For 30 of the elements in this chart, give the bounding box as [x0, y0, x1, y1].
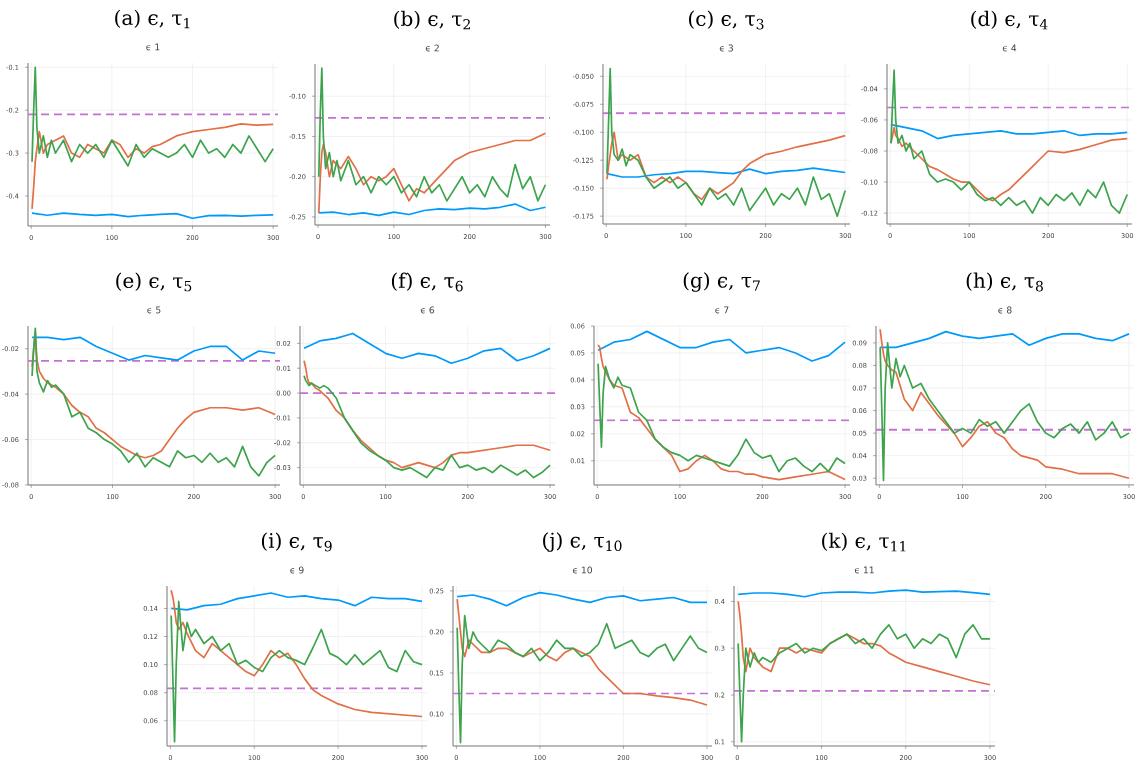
chart-subtitle: ϵ 1 — [146, 43, 160, 51]
chart-subtitle: ϵ 10 — [572, 566, 593, 574]
chart-title: (f) ϵ, τ$_{6}$ — [391, 272, 463, 292]
line-series — [456, 591, 708, 607]
chart-title: (d) ϵ, τ$_{4}$ — [971, 10, 1048, 30]
chart-subtitle: ϵ 2 — [425, 44, 439, 52]
chart-title: (k) ϵ, τ$_{11}$ — [822, 532, 906, 552]
chart-title: (e) ϵ, τ$_{5}$ — [116, 272, 192, 292]
chart-title: (h) ϵ, τ$_{8}$ — [966, 272, 1043, 292]
line-series — [737, 623, 991, 743]
chart-subtitle: ϵ 11 — [854, 566, 874, 574]
chart-subtitle: ϵ 3 — [719, 44, 733, 52]
line-series — [317, 203, 547, 217]
chart-subtitle: ϵ 7 — [715, 306, 729, 314]
chart-title: (i) ϵ, τ$_{9}$ — [261, 532, 332, 552]
chart-subtitle: ϵ 8 — [998, 306, 1012, 314]
chart-title: (g) ϵ, τ$_{7}$ — [683, 272, 760, 292]
line-series — [606, 167, 847, 178]
line-series — [31, 336, 276, 361]
chart-subtitle: ϵ 4 — [1002, 44, 1017, 52]
line-series — [890, 69, 1129, 214]
chart-subtitle: ϵ 5 — [147, 306, 161, 314]
chart-subtitle: ϵ 6 — [420, 306, 435, 314]
chart-title: (a) ϵ, τ$_{1}$ — [115, 9, 190, 29]
line-series — [737, 600, 991, 686]
chart-title: (b) ϵ, τ$_{2}$ — [394, 10, 470, 30]
line-series — [879, 330, 1130, 349]
chart-title: (c) ϵ, τ$_{3}$ — [689, 10, 764, 30]
chart-subtitle: ϵ 9 — [290, 566, 304, 574]
chart-title: (j) ϵ, τ$_{10}$ — [543, 532, 622, 552]
